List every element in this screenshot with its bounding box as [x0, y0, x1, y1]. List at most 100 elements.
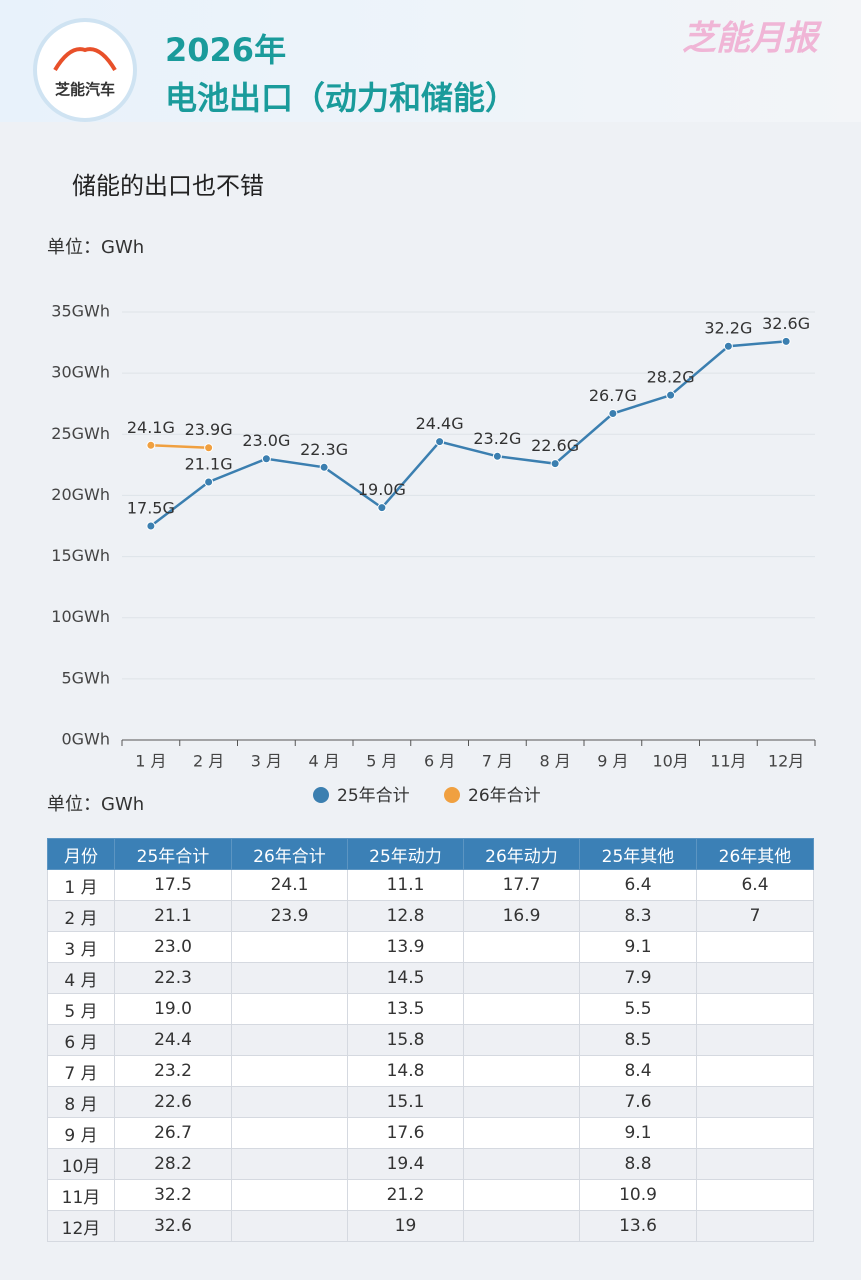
legend-label: 25年合计 — [337, 786, 410, 806]
data-label: 26.7G — [589, 386, 637, 405]
cell: 7 月 — [47, 1055, 115, 1087]
data-label: 24.1G — [127, 418, 175, 437]
header-cell: 月份 — [47, 838, 115, 870]
y-tick-label: 30GWh — [51, 363, 110, 382]
cell: 6.4 — [579, 869, 697, 901]
cell: 19.0 — [114, 993, 232, 1025]
logo-text: 芝能汽车 — [55, 81, 115, 99]
header-cell: 26年动力 — [463, 838, 580, 870]
data-label: 23.0G — [242, 431, 290, 450]
unit: 单位：GWh — [47, 794, 144, 815]
cell: 19 — [347, 1210, 464, 1242]
y-tick-label: 15GWh — [51, 546, 110, 565]
data-point — [204, 477, 214, 487]
header-cell: 25年合计 — [114, 838, 232, 870]
header-cell: 25年其他 — [579, 838, 697, 870]
unit: 单位：GWh — [47, 237, 144, 258]
data-label: 23.2G — [473, 429, 521, 448]
brand: 芝能月报 — [682, 19, 823, 59]
cell: 13.9 — [347, 931, 464, 963]
cell: 32.6 — [114, 1210, 232, 1242]
cell: 11.1 — [347, 869, 464, 901]
cell: 11月 — [47, 1179, 115, 1211]
x-tick-label: 1 月 — [135, 752, 166, 771]
data-label: 28.2G — [647, 368, 695, 387]
cell — [231, 1024, 348, 1056]
cell — [231, 993, 348, 1025]
legend-marker — [444, 787, 460, 803]
header-cell: 26年合计 — [231, 838, 348, 870]
cell — [696, 1179, 814, 1211]
y-tick-label: 25GWh — [51, 424, 110, 443]
cell — [696, 1086, 814, 1118]
cell: 16.9 — [463, 900, 580, 932]
cell: 17.7 — [463, 869, 580, 901]
title: 电池出口（动力和储能） — [165, 79, 517, 117]
data-point — [261, 454, 271, 464]
row: 11月 32.2 21.2 10.9 — [47, 1179, 814, 1211]
cell: 23.2 — [114, 1055, 232, 1087]
row: 7 月 23.2 14.8 8.4 — [47, 1055, 814, 1087]
data-label: 32.6G — [762, 314, 810, 333]
data-label: 21.1G — [185, 454, 233, 473]
data-label: 22.3G — [300, 440, 348, 459]
cell: 7.6 — [579, 1086, 697, 1118]
cell: 17.6 — [347, 1117, 464, 1149]
cell: 21.1 — [114, 900, 232, 932]
cell — [463, 962, 580, 994]
cell — [696, 1024, 814, 1056]
x-tick-label: 9 月 — [597, 752, 628, 771]
cell — [231, 1179, 348, 1211]
cell: 9.1 — [579, 1117, 697, 1149]
cell — [696, 993, 814, 1025]
cell — [231, 1055, 348, 1087]
cell — [463, 1210, 580, 1242]
x-tick-label: 7 月 — [482, 752, 513, 771]
legend-marker — [313, 787, 329, 803]
header-band — [0, 0, 861, 122]
series-line — [150, 340, 787, 527]
cell: 8.4 — [579, 1055, 697, 1087]
x-tick-label: 5 月 — [366, 752, 397, 771]
data-point — [204, 443, 214, 453]
cell: 6.4 — [696, 869, 814, 901]
data-label: 17.5G — [127, 499, 175, 518]
header-cell: 25年动力 — [347, 838, 464, 870]
cell: 5 月 — [47, 993, 115, 1025]
cell: 8.8 — [579, 1148, 697, 1180]
cell — [696, 962, 814, 994]
cell: 17.5 — [114, 869, 232, 901]
cell: 6 月 — [47, 1024, 115, 1056]
chart-title: 储能的出口也不错 — [72, 172, 264, 200]
cell — [696, 1210, 814, 1242]
y-tick-label: 5GWh — [61, 668, 110, 687]
y-tick-label: 35GWh — [51, 302, 110, 321]
cell: 8.3 — [579, 900, 697, 932]
data-label: 22.6G — [531, 436, 579, 455]
cell: 14.8 — [347, 1055, 464, 1087]
y-tick-label: 10GWh — [51, 607, 110, 626]
cell — [463, 1179, 580, 1211]
cell — [231, 962, 348, 994]
cell — [463, 1148, 580, 1180]
cell — [696, 1117, 814, 1149]
x-tick-label: 3 月 — [251, 752, 282, 771]
cell: 3 月 — [47, 931, 115, 963]
cell: 28.2 — [114, 1148, 232, 1180]
cell: 19.4 — [347, 1148, 464, 1180]
row: 8 月 22.6 15.1 7.6 — [47, 1086, 814, 1118]
cell: 15.1 — [347, 1086, 464, 1118]
cell: 23.0 — [114, 931, 232, 963]
cell: 13.6 — [579, 1210, 697, 1242]
cell: 8 月 — [47, 1086, 115, 1118]
cell: 9.1 — [579, 931, 697, 963]
cell — [696, 1148, 814, 1180]
cell — [231, 931, 348, 963]
chart: 芝能汽车 2026年 电池出口（动力和储能） 芝能月报 储能的出口也不错 单位：… — [0, 0, 861, 815]
data-point — [550, 459, 560, 469]
data-label: 19.0G — [358, 480, 406, 499]
cell: 4 月 — [47, 962, 115, 994]
x-tick-label: 10月 — [652, 752, 688, 771]
data-point — [781, 336, 791, 346]
